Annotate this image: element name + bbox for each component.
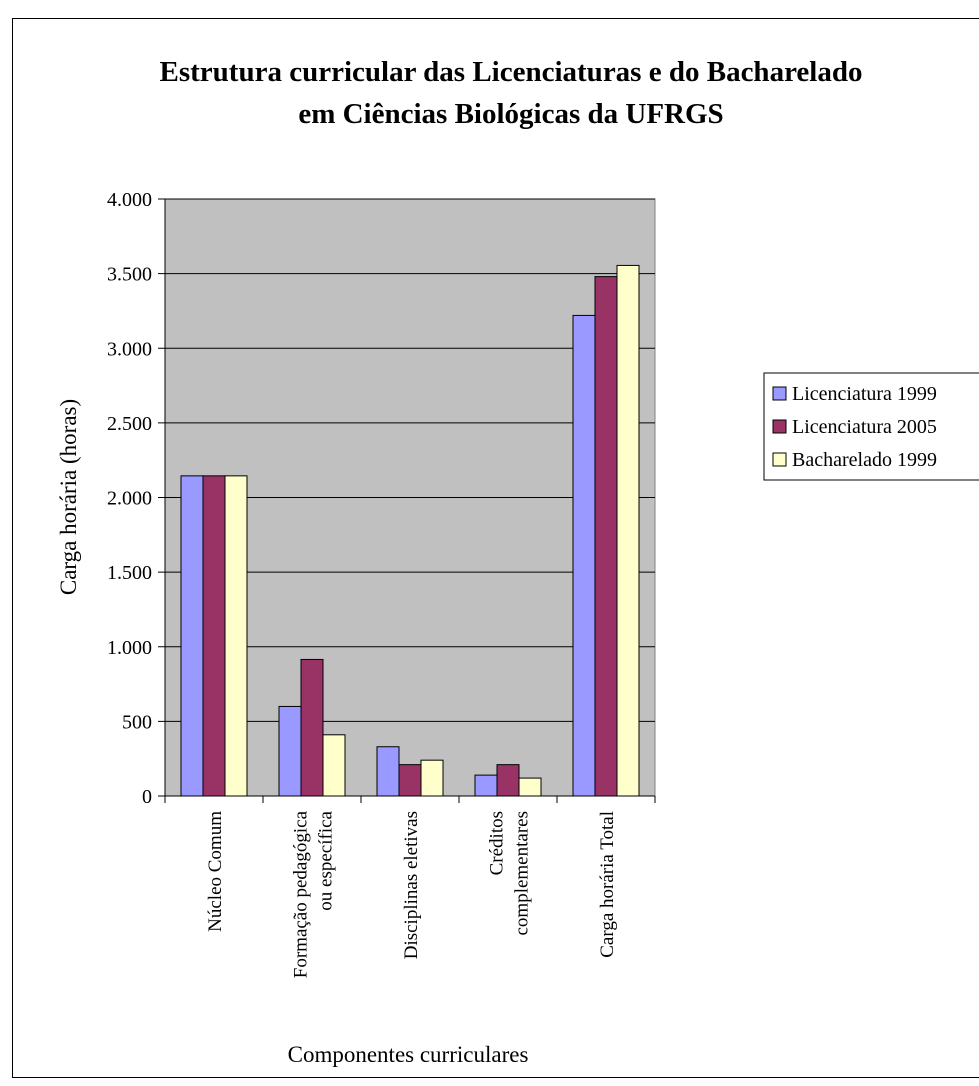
- bar: [301, 659, 323, 796]
- x-tick-label: Carga horária Total: [597, 811, 618, 958]
- legend-label: Licenciatura 2005: [792, 416, 937, 438]
- y-tick-label: 500: [122, 711, 152, 733]
- bar: [377, 747, 399, 796]
- x-tick-label: Formação pedagógica ou específica: [291, 810, 337, 978]
- bar: [573, 315, 595, 796]
- legend-label: Bacharelado 1999: [792, 449, 937, 471]
- y-tick-label: 2.500: [107, 413, 152, 435]
- bar: [595, 277, 617, 796]
- bar: [617, 265, 639, 796]
- legend-swatch: [773, 387, 786, 400]
- y-tick-label: 0: [142, 786, 152, 808]
- bar: [203, 476, 225, 796]
- bar: [181, 476, 203, 796]
- y-tick-label: 3.000: [107, 338, 152, 360]
- bar: [225, 476, 247, 796]
- bar: [519, 778, 541, 796]
- y-tick-label: 1.500: [107, 562, 152, 584]
- bar: [399, 765, 421, 796]
- legend: Licenciatura 1999 Licenciatura 2005 Bachar…: [764, 373, 979, 480]
- plot-area: 0 500 1.000 1.500 2.000 2.500 3.000 3.500 4.000 N…: [107, 189, 655, 978]
- y-tick-label: 3.500: [107, 264, 152, 286]
- bar: [497, 765, 519, 796]
- legend-label: Licenciatura 1999: [792, 383, 937, 405]
- bar: [421, 760, 443, 796]
- y-tick-label: 4.000: [107, 189, 152, 211]
- legend-swatch: [773, 453, 786, 466]
- bar: [279, 706, 301, 796]
- x-tick-label: Núcleo Comum: [205, 811, 226, 932]
- y-axis-title: Carga horária (horas): [56, 399, 81, 595]
- chart-title-line-2: em Ciências Biológicas da UFRGS: [298, 98, 723, 130]
- chart-title-line-1: Estrutura curricular das Licenciaturas e…: [160, 56, 863, 88]
- bar: [323, 735, 345, 796]
- bar: [475, 775, 497, 796]
- x-tick-label: Créditos complementares: [487, 811, 533, 936]
- x-tick-label: Disciplinas eletivas: [401, 811, 422, 959]
- y-tick-label: 1.000: [107, 637, 152, 659]
- x-axis-title: Componentes curriculares: [288, 1042, 529, 1067]
- legend-swatch: [773, 420, 786, 433]
- y-tick-label: 2.000: [107, 488, 152, 510]
